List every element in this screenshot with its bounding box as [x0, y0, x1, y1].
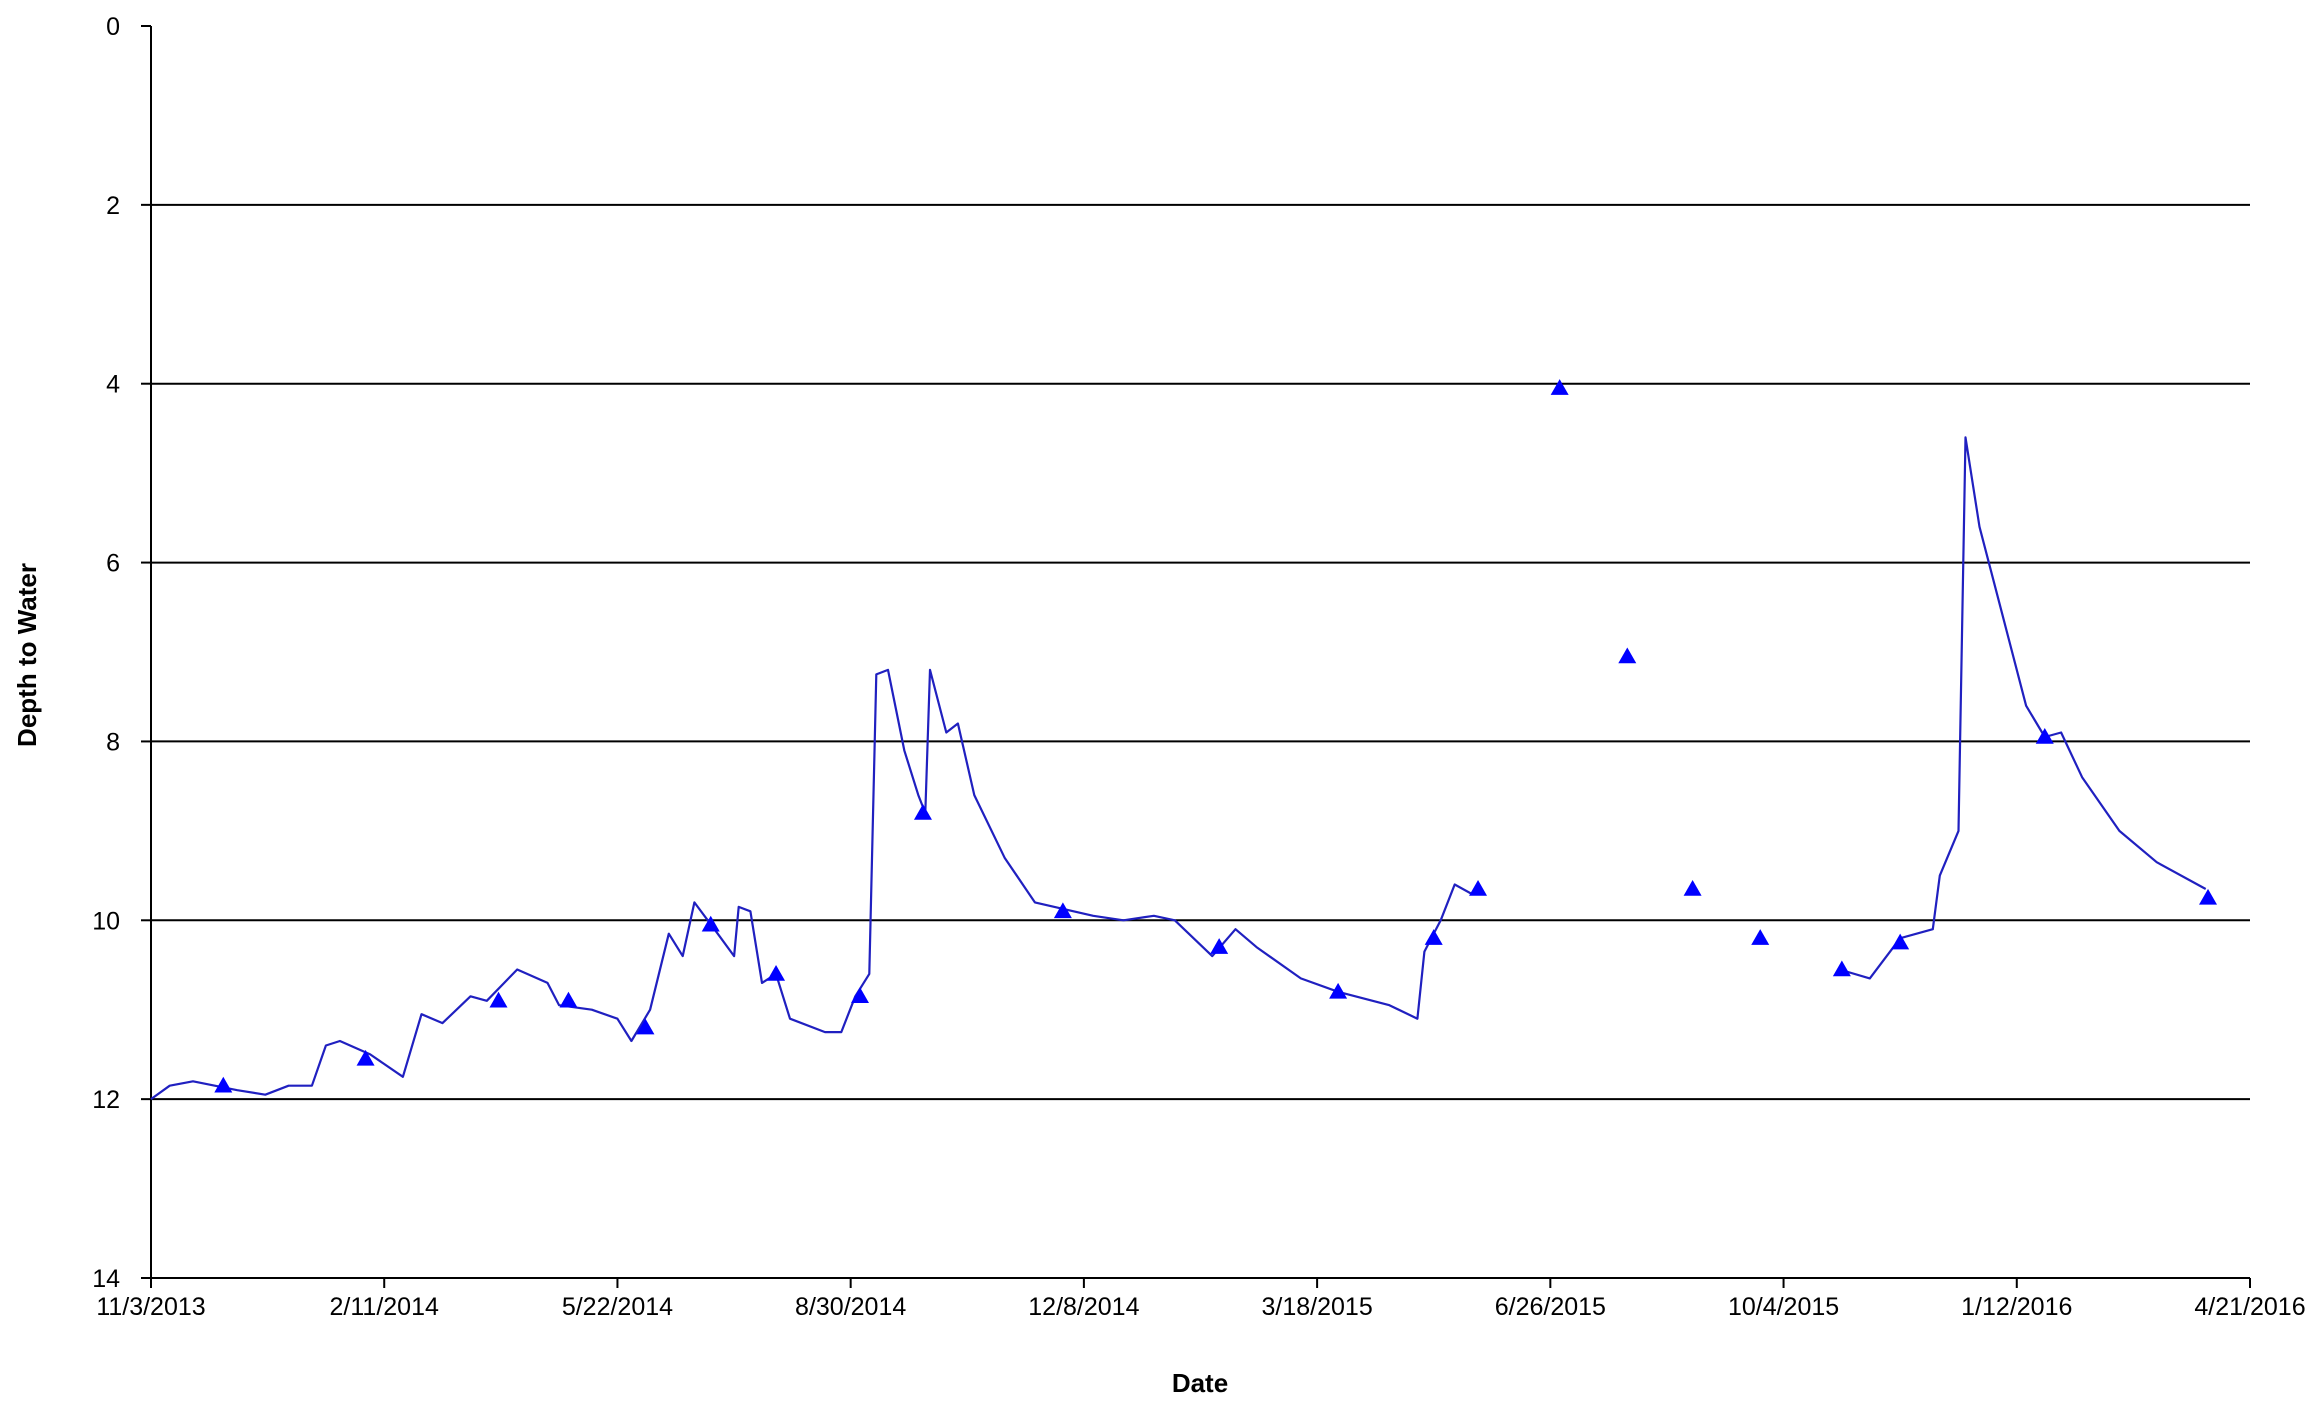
- y-tick-label: 8: [106, 728, 120, 756]
- triangle-marker: [2199, 888, 2218, 905]
- triangle-marker: [767, 964, 786, 981]
- triangle-marker: [1618, 647, 1637, 664]
- triangle-marker: [636, 1018, 655, 1035]
- x-tick-label: 12/8/2014: [1028, 1293, 1139, 1321]
- y-tick-label: 0: [106, 13, 120, 41]
- triangle-marker: [559, 991, 578, 1008]
- triangle-marker: [913, 803, 932, 820]
- y-tick-label: 14: [92, 1265, 120, 1293]
- x-tick-label: 8/30/2014: [795, 1293, 906, 1321]
- triangle-marker: [214, 1076, 233, 1093]
- x-tick-label: 10/4/2015: [1728, 1293, 1839, 1321]
- x-tick-label: 11/3/2013: [96, 1293, 205, 1321]
- x-tick-label: 4/21/2016: [2194, 1293, 2305, 1321]
- triangle-marker: [1751, 929, 1770, 945]
- x-tick-label: 6/26/2015: [1495, 1293, 1606, 1321]
- y-tick-label: 2: [106, 192, 120, 220]
- triangle-marker: [701, 915, 720, 932]
- triangle-marker: [1424, 929, 1443, 945]
- data-line: [150, 436, 2207, 1100]
- y-tick-label: 6: [106, 550, 120, 578]
- triangle-marker: [1683, 879, 1702, 896]
- triangle-marker: [1832, 960, 1851, 977]
- triangle-marker: [1891, 933, 1910, 950]
- triangle-marker: [489, 991, 508, 1008]
- x-tick-label: 3/18/2015: [1262, 1293, 1373, 1321]
- x-axis-title: Date: [1172, 1368, 1228, 1398]
- y-tick-label: 12: [92, 1086, 120, 1114]
- triangle-marker: [850, 987, 869, 1004]
- x-tick-label: 5/22/2014: [562, 1293, 673, 1321]
- triangle-marker: [1053, 902, 1072, 919]
- x-tick-label: 1/12/2016: [1961, 1293, 2072, 1321]
- triangle-marker: [356, 1049, 375, 1066]
- triangle-marker: [2035, 727, 2054, 744]
- x-tick-label: 2/11/2014: [330, 1293, 439, 1321]
- y-axis-title: Depth to Water: [12, 563, 42, 747]
- triangle-marker: [1469, 879, 1488, 896]
- triangle-marker: [1329, 982, 1348, 999]
- y-tick-label: 10: [92, 907, 120, 935]
- triangle-marker: [1210, 938, 1229, 954]
- triangle-marker: [1550, 379, 1569, 395]
- y-tick-label: 4: [106, 371, 120, 399]
